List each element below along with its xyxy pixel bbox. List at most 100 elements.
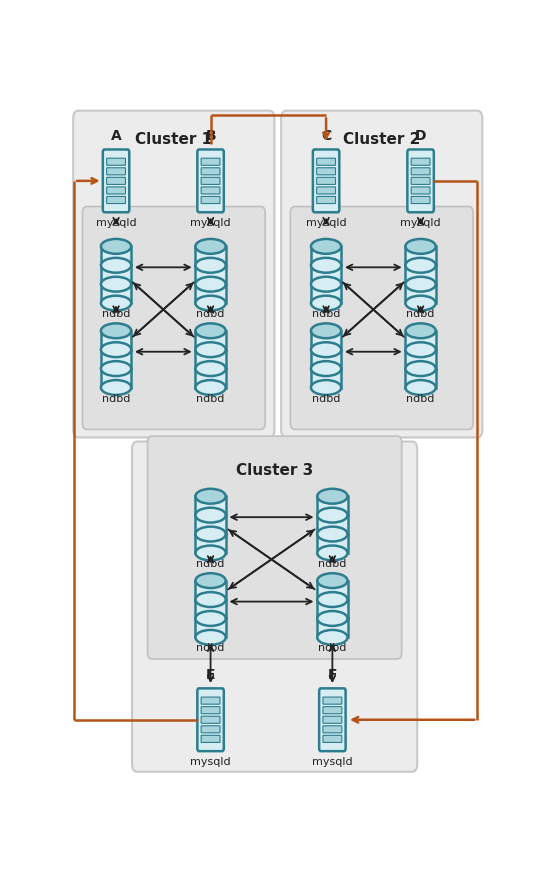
- Ellipse shape: [317, 508, 347, 523]
- Polygon shape: [196, 368, 225, 388]
- FancyBboxPatch shape: [107, 187, 126, 194]
- Ellipse shape: [196, 296, 225, 310]
- Ellipse shape: [405, 258, 436, 273]
- Ellipse shape: [311, 239, 341, 253]
- Ellipse shape: [196, 630, 225, 645]
- FancyBboxPatch shape: [323, 697, 342, 704]
- FancyBboxPatch shape: [201, 707, 220, 714]
- Polygon shape: [101, 331, 131, 350]
- FancyBboxPatch shape: [323, 717, 342, 724]
- FancyBboxPatch shape: [317, 158, 335, 165]
- Polygon shape: [317, 515, 347, 534]
- Polygon shape: [317, 534, 347, 553]
- FancyBboxPatch shape: [201, 187, 220, 194]
- Polygon shape: [317, 581, 347, 600]
- Text: F: F: [327, 668, 337, 682]
- Ellipse shape: [101, 324, 131, 339]
- FancyBboxPatch shape: [201, 735, 220, 743]
- FancyBboxPatch shape: [201, 196, 220, 203]
- Ellipse shape: [311, 277, 341, 292]
- FancyBboxPatch shape: [201, 177, 220, 184]
- Polygon shape: [101, 368, 131, 388]
- Text: Cluster 2: Cluster 2: [343, 132, 421, 147]
- Text: ndbd: ndbd: [196, 644, 225, 653]
- FancyBboxPatch shape: [281, 111, 482, 438]
- Text: mysqld: mysqld: [96, 218, 137, 228]
- Ellipse shape: [317, 488, 347, 503]
- Ellipse shape: [196, 611, 225, 626]
- Text: B: B: [205, 129, 216, 143]
- FancyBboxPatch shape: [201, 168, 220, 175]
- Polygon shape: [196, 618, 225, 638]
- FancyBboxPatch shape: [411, 158, 430, 165]
- Ellipse shape: [196, 592, 225, 607]
- Text: ndbd: ndbd: [318, 559, 346, 569]
- Polygon shape: [196, 534, 225, 553]
- Ellipse shape: [196, 488, 225, 503]
- FancyBboxPatch shape: [317, 187, 335, 194]
- Ellipse shape: [101, 239, 131, 253]
- Text: mysqld: mysqld: [312, 757, 353, 766]
- Ellipse shape: [196, 342, 225, 357]
- FancyBboxPatch shape: [73, 111, 274, 438]
- FancyBboxPatch shape: [408, 149, 434, 212]
- Polygon shape: [196, 331, 225, 350]
- FancyBboxPatch shape: [201, 697, 220, 704]
- Text: ndbd: ndbd: [196, 559, 225, 569]
- FancyBboxPatch shape: [317, 196, 335, 203]
- Ellipse shape: [196, 239, 225, 253]
- Polygon shape: [196, 496, 225, 515]
- Ellipse shape: [311, 324, 341, 339]
- Polygon shape: [311, 284, 341, 303]
- Text: ndbd: ndbd: [312, 310, 340, 319]
- Ellipse shape: [311, 258, 341, 273]
- FancyBboxPatch shape: [411, 177, 430, 184]
- Ellipse shape: [196, 545, 225, 560]
- Ellipse shape: [311, 361, 341, 376]
- Polygon shape: [101, 265, 131, 284]
- Polygon shape: [405, 368, 436, 388]
- Ellipse shape: [196, 526, 225, 541]
- FancyBboxPatch shape: [107, 168, 126, 175]
- FancyBboxPatch shape: [317, 168, 335, 175]
- FancyBboxPatch shape: [201, 158, 220, 165]
- Text: D: D: [415, 129, 427, 143]
- Polygon shape: [196, 265, 225, 284]
- FancyBboxPatch shape: [132, 441, 417, 772]
- Ellipse shape: [405, 361, 436, 376]
- FancyBboxPatch shape: [147, 436, 402, 659]
- Text: mysqld: mysqld: [190, 757, 231, 766]
- Text: ndbd: ndbd: [406, 394, 435, 403]
- Ellipse shape: [405, 380, 436, 395]
- FancyBboxPatch shape: [313, 149, 339, 212]
- Polygon shape: [317, 600, 347, 618]
- FancyBboxPatch shape: [323, 726, 342, 733]
- FancyBboxPatch shape: [323, 735, 342, 743]
- Ellipse shape: [317, 611, 347, 626]
- FancyBboxPatch shape: [197, 149, 224, 212]
- Ellipse shape: [311, 380, 341, 395]
- FancyBboxPatch shape: [411, 196, 430, 203]
- Text: E: E: [206, 668, 215, 682]
- Polygon shape: [311, 265, 341, 284]
- FancyBboxPatch shape: [107, 196, 126, 203]
- Polygon shape: [405, 350, 436, 368]
- Text: ndbd: ndbd: [196, 394, 225, 403]
- FancyBboxPatch shape: [319, 688, 346, 752]
- Ellipse shape: [405, 277, 436, 292]
- Polygon shape: [317, 496, 347, 515]
- Polygon shape: [405, 284, 436, 303]
- Text: ndbd: ndbd: [312, 394, 340, 403]
- Text: ndbd: ndbd: [102, 394, 130, 403]
- Text: Cluster 1: Cluster 1: [136, 132, 212, 147]
- Text: ndbd: ndbd: [318, 644, 346, 653]
- Ellipse shape: [196, 324, 225, 339]
- Polygon shape: [405, 246, 436, 265]
- Ellipse shape: [196, 508, 225, 523]
- Ellipse shape: [317, 545, 347, 560]
- Ellipse shape: [405, 324, 436, 339]
- Text: ndbd: ndbd: [406, 310, 435, 319]
- Polygon shape: [311, 350, 341, 368]
- Ellipse shape: [317, 574, 347, 588]
- Ellipse shape: [317, 526, 347, 541]
